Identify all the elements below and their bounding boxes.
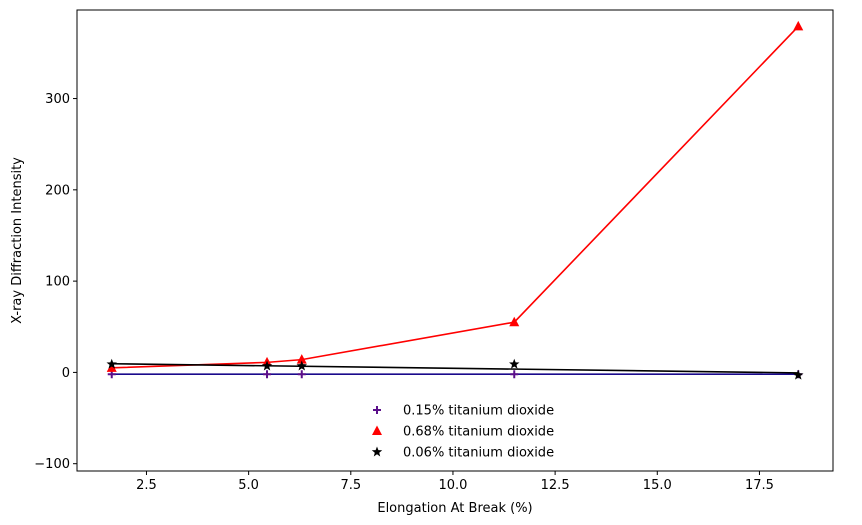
plot-frame xyxy=(76,9,834,472)
legend-marker xyxy=(371,446,383,457)
data-point xyxy=(263,370,272,379)
y-tick-label: −100 xyxy=(34,457,70,472)
legend-entry: 0.06% titanium dioxide xyxy=(403,446,554,461)
x-tick-label: 5.0 xyxy=(238,478,259,493)
y-tick-label: 300 xyxy=(45,92,70,107)
x-axis-label: Elongation At Break (%) xyxy=(377,501,532,516)
data-point xyxy=(261,360,273,371)
x-tick-label: 2.5 xyxy=(136,478,157,493)
series-068-titanium xyxy=(106,20,804,372)
legend: 0.15% titanium dioxide 0.68% titanium dio… xyxy=(371,404,554,461)
legend-entry: 0.68% titanium dioxide xyxy=(403,425,554,440)
series-line xyxy=(111,362,799,374)
x-axis: 2.5 5.0 7.5 10.0 12.5 15.0 17.5 xyxy=(136,471,774,493)
x-tick-label: 7.5 xyxy=(340,478,361,493)
data-point xyxy=(509,316,520,327)
series-006-titanium xyxy=(106,358,804,380)
data-point xyxy=(510,370,519,379)
x-tick-label: 17.5 xyxy=(745,478,774,493)
series-line xyxy=(111,25,799,369)
data-point xyxy=(106,362,117,372)
data-point xyxy=(297,370,306,379)
legend-marker xyxy=(373,406,381,414)
data-point xyxy=(793,20,804,31)
data-point xyxy=(509,358,520,369)
data-point xyxy=(106,358,117,369)
legend-entry: 0.15% titanium dioxide xyxy=(403,404,554,419)
data-point xyxy=(296,360,307,371)
data-point xyxy=(793,369,804,380)
y-axis-label: X-ray Diffraction Intensity xyxy=(10,157,25,324)
x-tick-label: 10.0 xyxy=(438,478,467,493)
y-tick-label: 200 xyxy=(45,183,70,198)
x-tick-label: 15.0 xyxy=(643,478,672,493)
plot-content xyxy=(106,20,804,380)
y-tick-label: 0 xyxy=(62,366,70,381)
x-tick-label: 12.5 xyxy=(541,478,570,493)
y-axis: −100 0 100 200 300 xyxy=(34,92,77,472)
legend-marker xyxy=(372,425,382,435)
y-tick-label: 100 xyxy=(45,275,70,290)
data-point xyxy=(296,354,307,364)
